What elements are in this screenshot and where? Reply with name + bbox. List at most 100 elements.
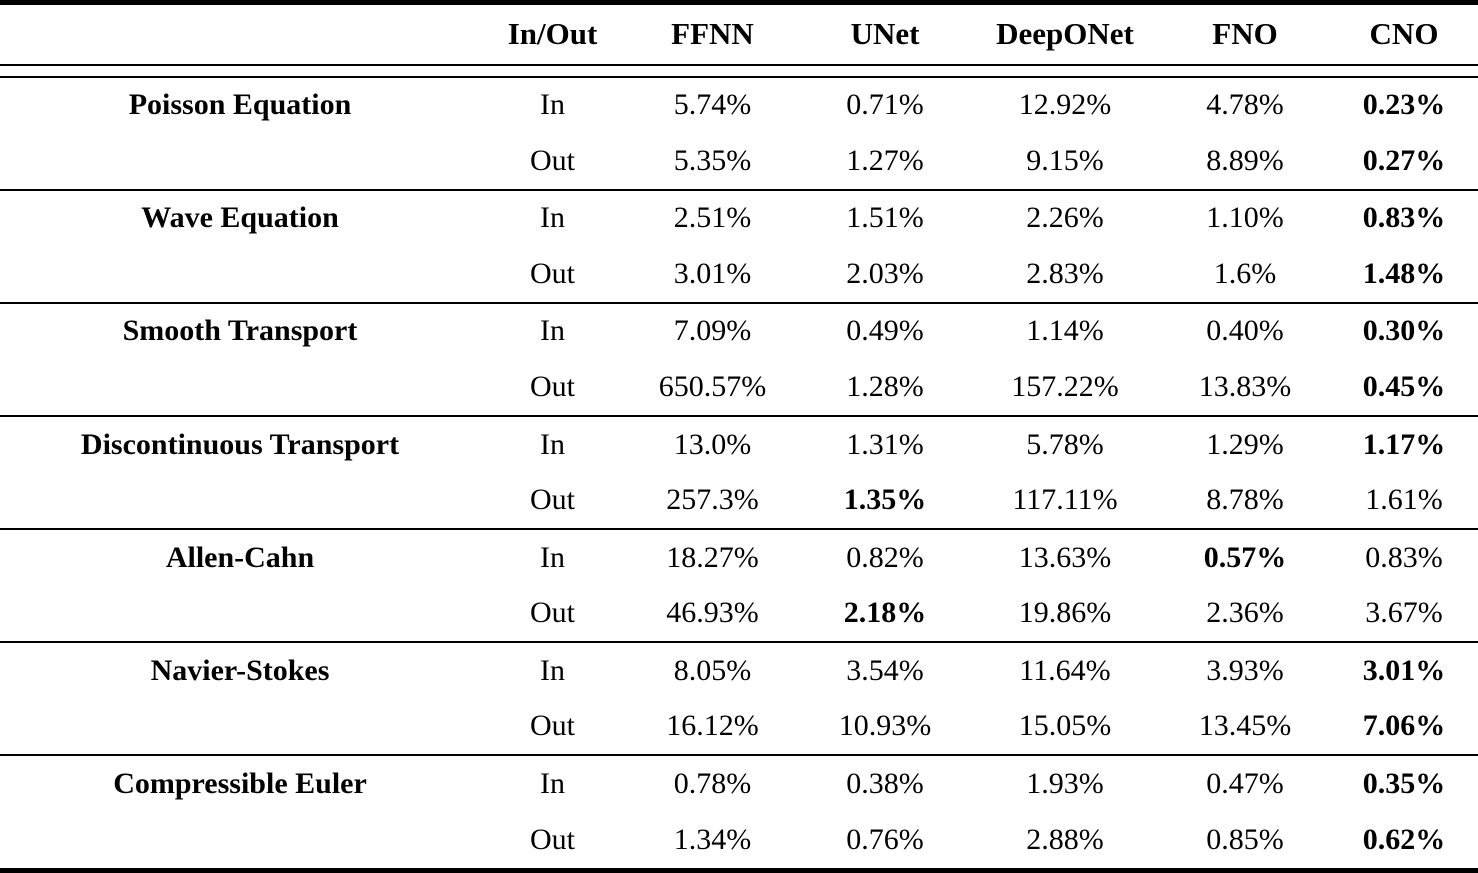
row-group-label: Poisson Equation (128, 88, 352, 122)
inout-cell: In (540, 201, 565, 235)
header-corner-cell (0, 2, 480, 66)
value-cell-deeponet: 1.93% (1026, 766, 1104, 800)
value-cell-fno: 13.45% (1198, 709, 1292, 743)
table-row: Out 16.12% 10.93% 15.05% 13.45% 7.06% (0, 698, 1478, 755)
value-cell-unet: 10.93% (838, 709, 932, 743)
value-cell-ffnn: 257.3% (666, 483, 759, 517)
value-cell-deeponet: 19.86% (1018, 596, 1112, 630)
value-cell-unet: 1.28% (846, 369, 924, 403)
row-group-label-empty (0, 359, 480, 416)
value-cell-cno: 1.48% (1362, 256, 1446, 290)
inout-cell: In (540, 653, 565, 687)
table-row: Discontinuous Transport In 13.0% 1.31% 5.78%… (0, 416, 1478, 473)
table-row: Out 650.57% 1.28% 157.22% 13.83% 0.45% (0, 359, 1478, 416)
value-cell-ffnn: 5.35% (673, 143, 752, 177)
value-cell-fno: 3.93% (1206, 653, 1284, 687)
column-header-deeponet: DeepONet (970, 2, 1160, 66)
value-cell-unet: 0.49% (846, 314, 924, 348)
column-header-ffnn: FFNN (625, 2, 800, 66)
table-row: Smooth Transport In 7.09% 0.49% 1.14% 0.40% 0.… (0, 303, 1478, 360)
value-cell-cno: 3.67% (1365, 596, 1443, 630)
table-group: Allen-Cahn In 18.27% 0.82% 13.63% 0.57% 0.83% O… (0, 528, 1478, 642)
row-group-label: Navier-Stokes (150, 653, 330, 687)
inout-cell: Out (530, 709, 575, 743)
inout-cell: Out (530, 822, 575, 856)
value-cell-cno: 3.01% (1362, 653, 1446, 687)
inout-cell: Out (530, 256, 575, 290)
value-cell-unet: 1.51% (846, 201, 924, 235)
table-group: Smooth Transport In 7.09% 0.49% 1.14% 0.40% 0.… (0, 302, 1478, 416)
inout-cell: Out (530, 596, 575, 630)
value-cell-unet: 1.27% (846, 143, 924, 177)
value-cell-deeponet: 157.22% (1011, 369, 1119, 403)
value-cell-ffnn: 46.93% (666, 596, 759, 630)
value-cell-fno: 1.10% (1206, 201, 1284, 235)
value-cell-deeponet: 2.83% (1026, 256, 1104, 290)
row-group-label: Wave Equation (141, 201, 339, 235)
value-cell-deeponet: 2.88% (1026, 822, 1104, 856)
value-cell-unet: 1.35% (843, 483, 927, 517)
value-cell-unet: 1.31% (846, 427, 924, 461)
value-cell-fno: 8.78% (1206, 483, 1284, 517)
value-cell-cno: 1.17% (1362, 427, 1446, 461)
value-cell-cno: 0.23% (1362, 88, 1446, 122)
row-group-label: Compressible Euler (113, 766, 367, 800)
value-cell-unet: 0.82% (846, 540, 924, 574)
value-cell-fno: 0.57% (1203, 540, 1287, 574)
column-header-inout: In/Out (480, 2, 625, 66)
row-group-label-empty (0, 698, 480, 755)
row-group-label: Allen-Cahn (165, 540, 315, 574)
value-cell-unet: 2.03% (846, 256, 924, 290)
table-row: Out 3.01% 2.03% 2.83% 1.6% 1.48% (0, 246, 1478, 303)
table-group: Navier-Stokes In 8.05% 3.54% 11.64% 3.93% 3.01… (0, 641, 1478, 755)
row-group-label: Discontinuous Transport (80, 427, 400, 461)
value-cell-ffnn: 650.57% (658, 369, 767, 403)
table-group: Wave Equation In 2.51% 1.51% 2.26% 1.10% 0.83%… (0, 189, 1478, 303)
value-cell-deeponet: 2.26% (1026, 201, 1104, 235)
value-cell-cno: 0.35% (1362, 766, 1446, 800)
value-cell-unet: 3.54% (846, 653, 924, 687)
value-cell-fno: 13.83% (1198, 369, 1292, 403)
value-cell-deeponet: 1.14% (1026, 314, 1104, 348)
value-cell-cno: 0.83% (1365, 540, 1443, 574)
value-cell-ffnn: 16.12% (666, 709, 759, 743)
row-group-label-empty (0, 133, 480, 190)
value-cell-unet: 0.76% (846, 822, 924, 856)
table-row: Navier-Stokes In 8.05% 3.54% 11.64% 3.93% 3.01… (0, 642, 1478, 699)
value-cell-ffnn: 5.74% (673, 88, 752, 122)
column-header-unet: UNet (800, 2, 970, 66)
table-row: Out 46.93% 2.18% 19.86% 2.36% 3.67% (0, 585, 1478, 642)
value-cell-fno: 0.85% (1206, 822, 1284, 856)
value-cell-deeponet: 5.78% (1026, 427, 1104, 461)
value-cell-cno: 0.27% (1362, 143, 1446, 177)
row-group-label-empty (0, 246, 480, 303)
value-cell-deeponet: 9.15% (1026, 143, 1104, 177)
value-cell-fno: 2.36% (1206, 596, 1284, 630)
value-cell-cno: 0.62% (1362, 822, 1446, 856)
value-cell-ffnn: 0.78% (673, 766, 752, 800)
double-rule-spacer (0, 64, 1478, 78)
table-row: Out 1.34% 0.76% 2.88% 0.85% 0.62% (0, 812, 1478, 871)
table-row: Poisson Equation In 5.74% 0.71% 12.92% 4.78% 0… (0, 77, 1478, 134)
table-group: Compressible Euler In 0.78% 0.38% 1.93% 0.47%… (0, 754, 1478, 871)
inout-cell: Out (530, 483, 575, 517)
row-group-label-empty (0, 585, 480, 642)
table-row: Allen-Cahn In 18.27% 0.82% 13.63% 0.57% 0.83% (0, 529, 1478, 586)
table-row: Wave Equation In 2.51% 1.51% 2.26% 1.10% 0.83% (0, 190, 1478, 247)
value-cell-fno: 1.6% (1213, 256, 1277, 290)
column-header-fno: FNO (1160, 2, 1330, 66)
value-cell-ffnn: 2.51% (673, 201, 752, 235)
value-cell-deeponet: 12.92% (1018, 88, 1112, 122)
value-cell-cno: 0.30% (1362, 314, 1446, 348)
value-cell-ffnn: 1.34% (673, 822, 752, 856)
inout-cell: In (540, 540, 565, 574)
value-cell-fno: 4.78% (1206, 88, 1284, 122)
value-cell-fno: 1.29% (1206, 427, 1284, 461)
value-cell-fno: 0.40% (1206, 314, 1284, 348)
row-group-label: Smooth Transport (122, 314, 358, 348)
table-group: Poisson Equation In 5.74% 0.71% 12.92% 4.78% 0… (0, 76, 1478, 190)
table-row: Out 257.3% 1.35% 117.11% 8.78% 1.61% (0, 472, 1478, 529)
value-cell-ffnn: 3.01% (673, 256, 752, 290)
value-cell-unet: 2.18% (843, 596, 927, 630)
